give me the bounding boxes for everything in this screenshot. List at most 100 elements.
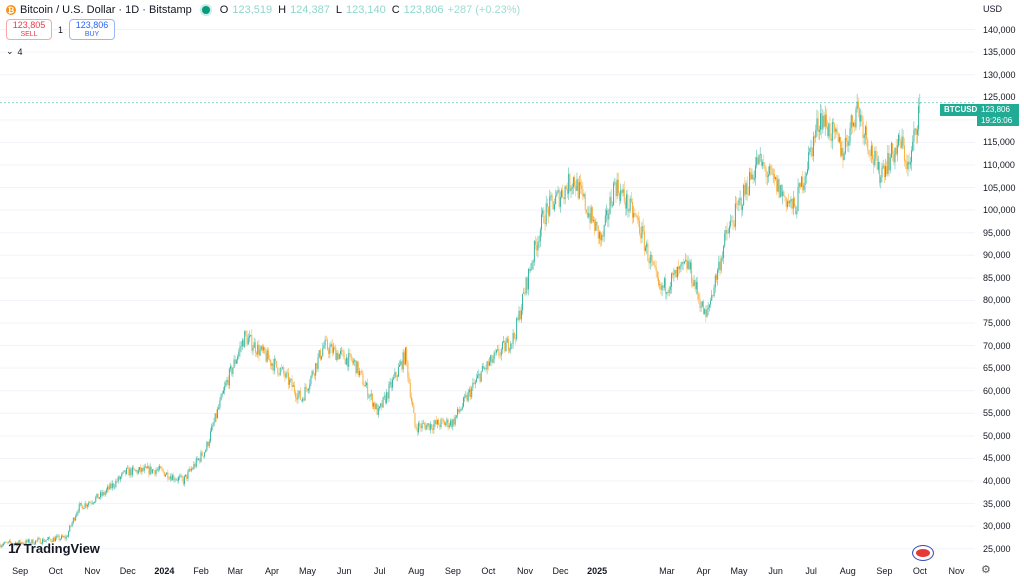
candle-body (4, 541, 6, 544)
candle-body (395, 372, 397, 377)
candle-body (465, 395, 467, 397)
candle-body (658, 277, 660, 285)
candle-body (198, 458, 200, 461)
candle-body (84, 503, 86, 508)
price-tick-label: 130,000 (983, 69, 1016, 80)
candle-body (175, 479, 177, 481)
candle-body (530, 268, 532, 271)
candle-body (874, 150, 876, 166)
currency-selector[interactable]: USD (983, 4, 1003, 14)
candle-body (851, 115, 853, 127)
candle-body (141, 467, 143, 472)
gear-icon[interactable]: ⚙ (981, 564, 991, 576)
candle-body (82, 505, 84, 510)
time-tick-label: Sep (12, 566, 29, 576)
candle-body (278, 374, 280, 375)
candle-body (725, 229, 727, 234)
candle-body (324, 339, 326, 346)
tradingview-logo[interactable]: 17 TradingView (8, 540, 100, 556)
candle-body (85, 503, 87, 507)
candle-body (287, 372, 289, 385)
quantity-value[interactable]: 1 (58, 24, 64, 35)
candle-body (126, 468, 128, 475)
candle-body (886, 166, 888, 175)
sell-button[interactable]: 123,805 SELL (6, 19, 52, 40)
candle-body (62, 535, 64, 538)
candle-body (705, 309, 707, 317)
candle-body (491, 355, 493, 363)
candle-body (883, 165, 885, 177)
candle-body (319, 350, 321, 360)
candle-body (436, 419, 438, 425)
candle-body (308, 388, 310, 391)
candle-body (163, 471, 165, 477)
candle-body (649, 254, 651, 264)
candle-body (180, 475, 182, 477)
price-tick-label: 45,000 (983, 453, 1011, 464)
candle-body (848, 141, 850, 146)
candle-body (420, 425, 422, 429)
candle-body (348, 353, 350, 367)
candle-body (413, 406, 415, 414)
us-flag-icon[interactable] (912, 545, 934, 561)
candle-body (619, 193, 621, 201)
candle-body (189, 469, 191, 471)
candle-body (16, 542, 18, 546)
candle-body (561, 190, 563, 198)
candle-body (42, 538, 44, 544)
indicators-toggle[interactable]: ⌄ 4 (6, 46, 23, 57)
candle-body (831, 122, 833, 141)
candle-body (248, 335, 250, 338)
candle-body (297, 394, 299, 400)
candle-body (349, 353, 351, 355)
candle-body (669, 286, 671, 290)
candle-body (493, 352, 495, 360)
candle-body (208, 441, 210, 447)
time-tick-label: May (730, 566, 748, 576)
candle-body (226, 379, 228, 383)
candle-body (698, 294, 700, 299)
candle-body (246, 334, 248, 345)
candle-body (98, 497, 100, 499)
candle-body (244, 330, 246, 347)
candle-body (428, 423, 430, 430)
candle-body (256, 352, 258, 355)
candle-body (33, 544, 35, 545)
candle-body (187, 471, 189, 479)
candle-body (780, 185, 782, 197)
candle-body (566, 188, 568, 194)
symbol-title[interactable]: Bitcoin / U.S. Dollar · 1D · Bitstamp (20, 4, 192, 16)
candle-body (10, 541, 12, 543)
candle-body (64, 536, 66, 539)
candle-body (810, 147, 812, 149)
candle-body (142, 467, 144, 471)
candle-body (854, 122, 856, 128)
candle-body (733, 224, 735, 227)
candle-body (383, 395, 385, 398)
candle-body (911, 150, 913, 163)
candle-body (868, 150, 870, 155)
tradingview-logo-icon: 17 (8, 540, 22, 556)
candle-body (185, 474, 187, 477)
candle-body (882, 165, 884, 168)
candle-body (56, 536, 58, 538)
trade-panel: 123,805 SELL 1 123,806 BUY (6, 19, 116, 40)
candle-body (204, 452, 206, 457)
candle-body (316, 363, 318, 369)
candle-body (568, 174, 570, 194)
candle-body (842, 147, 844, 161)
candle-body (225, 382, 227, 387)
candle-body (514, 338, 516, 339)
time-tick-label: Jun (768, 566, 783, 576)
candle-body (228, 368, 230, 386)
candle-body (157, 469, 159, 470)
candle-body (431, 424, 433, 429)
candle-body (196, 458, 198, 461)
candle-body (903, 145, 905, 162)
buy-button[interactable]: 123,806 BUY (69, 19, 116, 40)
candle-body (65, 536, 67, 539)
candle-body (724, 233, 726, 247)
candle-body (232, 367, 234, 375)
candle-body (888, 153, 890, 171)
